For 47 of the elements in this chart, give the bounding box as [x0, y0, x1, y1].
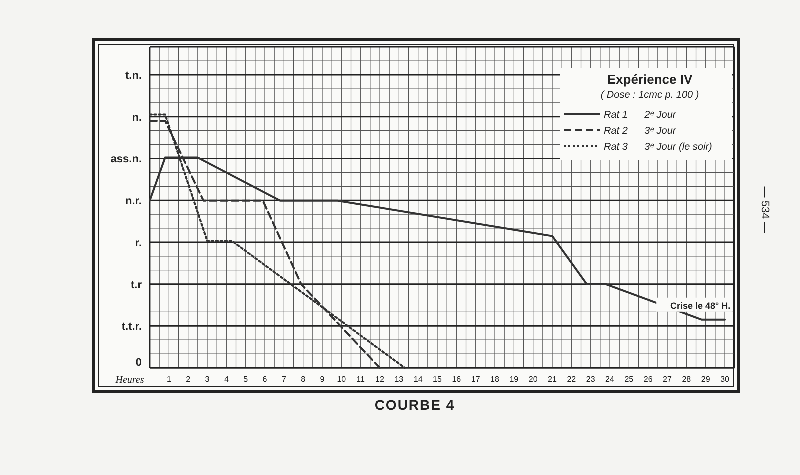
text: COURBE 4 [374, 397, 456, 413]
x-tick-label: 21 [548, 375, 558, 384]
x-tick-label: 9 [320, 375, 326, 384]
x-tick-label: 23 [586, 375, 596, 384]
x-tick-label: 10 [337, 375, 347, 384]
x-tick-label: 24 [606, 375, 616, 384]
legend-label: Rat 1 2ᵉ Jour [604, 110, 677, 121]
x-tick-label: 30 [720, 375, 730, 384]
category-label: ass.n. [110, 154, 142, 166]
legend-label: Rat 2 3ᵉ Jour [604, 126, 677, 137]
x-tick-label: 25 [624, 375, 634, 384]
x-tick-label: 29 [701, 375, 711, 384]
x-tick-label: 15 [433, 375, 443, 384]
x-tick-label: 17 [471, 375, 481, 384]
x-tick-label: 28 [682, 375, 692, 384]
legend-label: Rat 3 3ᵉ Jour (le soir) [604, 142, 712, 153]
legend-title: Expérience IV [607, 72, 693, 87]
category-label: 0 [136, 357, 142, 369]
x-tick-label: 6 [262, 375, 268, 384]
category-label: n.r. [125, 196, 142, 208]
text: — 534 — [759, 186, 771, 234]
x-tick-label: 5 [244, 375, 249, 384]
x-tick-label: 7 [282, 375, 287, 384]
x-tick-label: 19 [510, 375, 520, 384]
x-tick-label: 8 [301, 375, 306, 384]
category-label: t.t.r. [122, 321, 142, 334]
annotation: Crise le 48° H. [670, 300, 731, 311]
category-label: r. [135, 237, 142, 250]
x-tick-label: 20 [528, 375, 538, 384]
x-tick-label: 11 [356, 375, 366, 384]
category-label: n. [132, 112, 142, 124]
x-tick-label: 18 [490, 375, 500, 384]
x-tick-label: 4 [224, 375, 230, 384]
x-tick-label: 16 [452, 375, 462, 384]
x-tick-label: 2 [186, 375, 192, 384]
x-tick-label: 3 [205, 375, 210, 384]
category-label: t.n. [126, 70, 142, 82]
x-tick-label: 1 [166, 375, 172, 384]
x-tick-label: 14 [414, 375, 424, 384]
x-tick-label: 22 [567, 375, 577, 384]
x-tick-label: 27 [663, 375, 673, 384]
x-tick-label: 12 [376, 375, 386, 384]
chart-subtitle: ( Dose : 1cmc p. 100 ) [600, 90, 700, 101]
x-axis-title: Heures [114, 375, 144, 386]
x-tick-label: 13 [394, 375, 404, 384]
category-label: t.r [131, 279, 142, 292]
x-tick-label: 26 [644, 375, 654, 384]
